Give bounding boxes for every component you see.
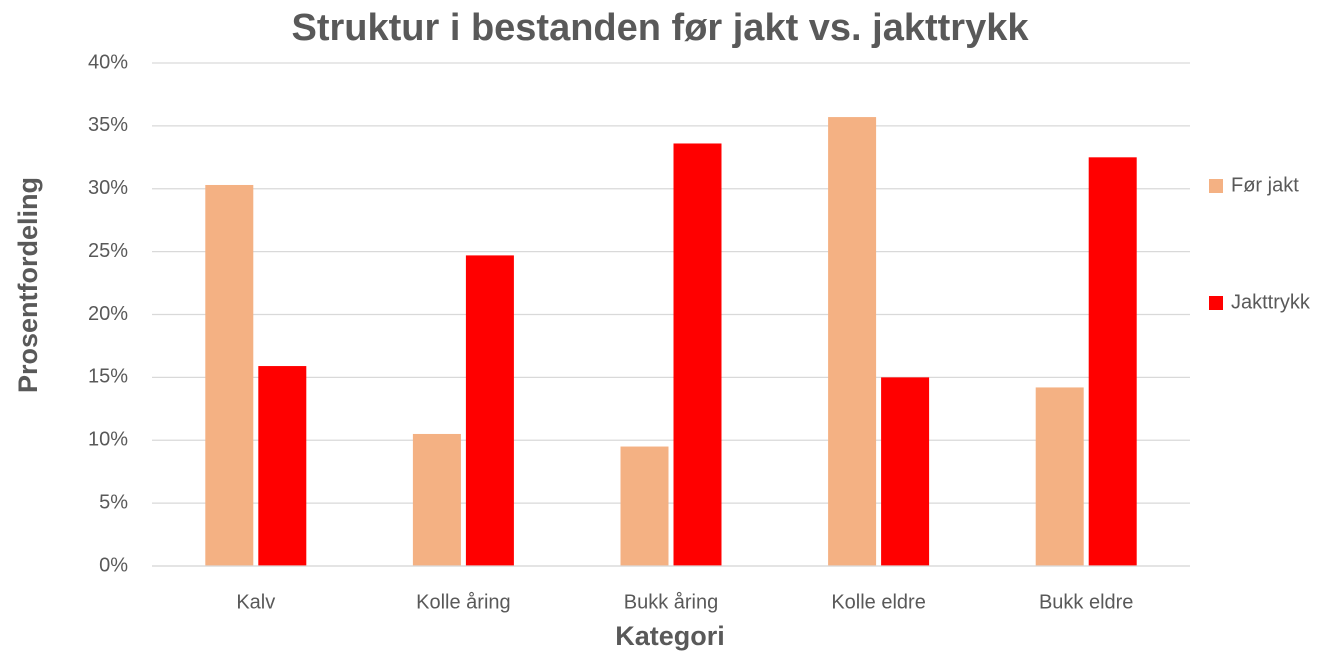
- y-tick-label: 0%: [99, 554, 128, 576]
- legend-swatch: [1209, 296, 1223, 310]
- y-tick-label: 30%: [88, 177, 128, 199]
- bar: [620, 446, 669, 566]
- x-tick-label: Bukk eldre: [1039, 591, 1134, 613]
- x-tick-label: Bukk åring: [624, 591, 719, 613]
- bar: [465, 255, 514, 566]
- chart-title: Struktur i bestanden før jakt vs. jakttr…: [291, 7, 1029, 49]
- y-tick-label: 25%: [88, 240, 128, 262]
- x-axis-title: Kategori: [615, 621, 725, 651]
- bar: [673, 143, 722, 567]
- y-tick-label: 5%: [99, 491, 128, 513]
- legend-swatch: [1209, 179, 1223, 193]
- y-axis-title: Prosentfordeling: [13, 177, 43, 393]
- y-tick-label: 15%: [88, 366, 128, 388]
- bar: [1035, 387, 1084, 566]
- y-tick-label: 10%: [88, 429, 128, 451]
- y-tick-label: 35%: [88, 114, 128, 136]
- x-tick-label: Kolle åring: [416, 591, 511, 613]
- bar: [828, 117, 877, 566]
- x-tick-label: Kolle eldre: [831, 591, 926, 613]
- y-tick-label: 20%: [88, 303, 128, 325]
- legend-label: Jakttrykk: [1231, 291, 1311, 313]
- bar: [1088, 157, 1137, 566]
- x-tick-label: Kalv: [236, 591, 275, 613]
- bar: [881, 377, 930, 566]
- bar: [412, 433, 461, 566]
- bar: [205, 184, 254, 567]
- y-tick-label: 40%: [88, 51, 128, 73]
- bar: [258, 366, 307, 566]
- legend-label: Før jakt: [1231, 174, 1299, 196]
